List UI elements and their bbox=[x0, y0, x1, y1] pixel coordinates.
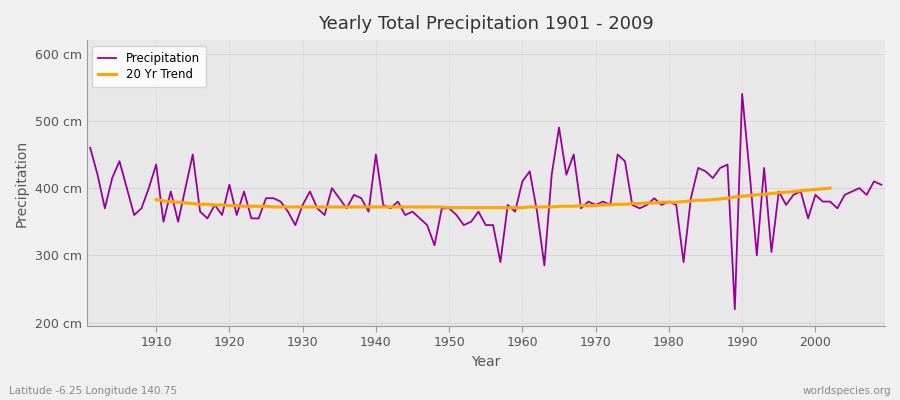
Text: worldspecies.org: worldspecies.org bbox=[803, 386, 891, 396]
Precipitation bbox=[605, 202, 616, 207]
Y-axis label: Precipitation: Precipitation bbox=[15, 140, 29, 227]
20 Yr Trend bbox=[238, 204, 249, 209]
Precipitation bbox=[304, 189, 315, 194]
20 Yr Trend bbox=[261, 204, 272, 209]
Line: Precipitation: Precipitation bbox=[90, 94, 881, 309]
20 Yr Trend bbox=[693, 198, 704, 203]
Title: Yearly Total Precipitation 1901 - 2009: Yearly Total Precipitation 1901 - 2009 bbox=[318, 15, 653, 33]
20 Yr Trend bbox=[495, 205, 506, 210]
20 Yr Trend bbox=[150, 197, 161, 202]
Text: Latitude -6.25 Longitude 140.75: Latitude -6.25 Longitude 140.75 bbox=[9, 386, 177, 396]
Legend: Precipitation, 20 Yr Trend: Precipitation, 20 Yr Trend bbox=[93, 46, 205, 87]
Precipitation bbox=[348, 192, 359, 197]
X-axis label: Year: Year bbox=[471, 355, 500, 369]
Precipitation bbox=[876, 182, 886, 187]
Precipitation bbox=[143, 186, 154, 190]
Precipitation bbox=[517, 179, 527, 184]
Line: 20 Yr Trend: 20 Yr Trend bbox=[156, 188, 830, 208]
Precipitation bbox=[85, 145, 95, 150]
20 Yr Trend bbox=[824, 186, 835, 190]
20 Yr Trend bbox=[290, 204, 301, 209]
Precipitation bbox=[729, 307, 740, 312]
20 Yr Trend bbox=[627, 201, 638, 206]
Precipitation bbox=[737, 92, 748, 96]
Precipitation bbox=[509, 209, 520, 214]
20 Yr Trend bbox=[444, 205, 454, 210]
